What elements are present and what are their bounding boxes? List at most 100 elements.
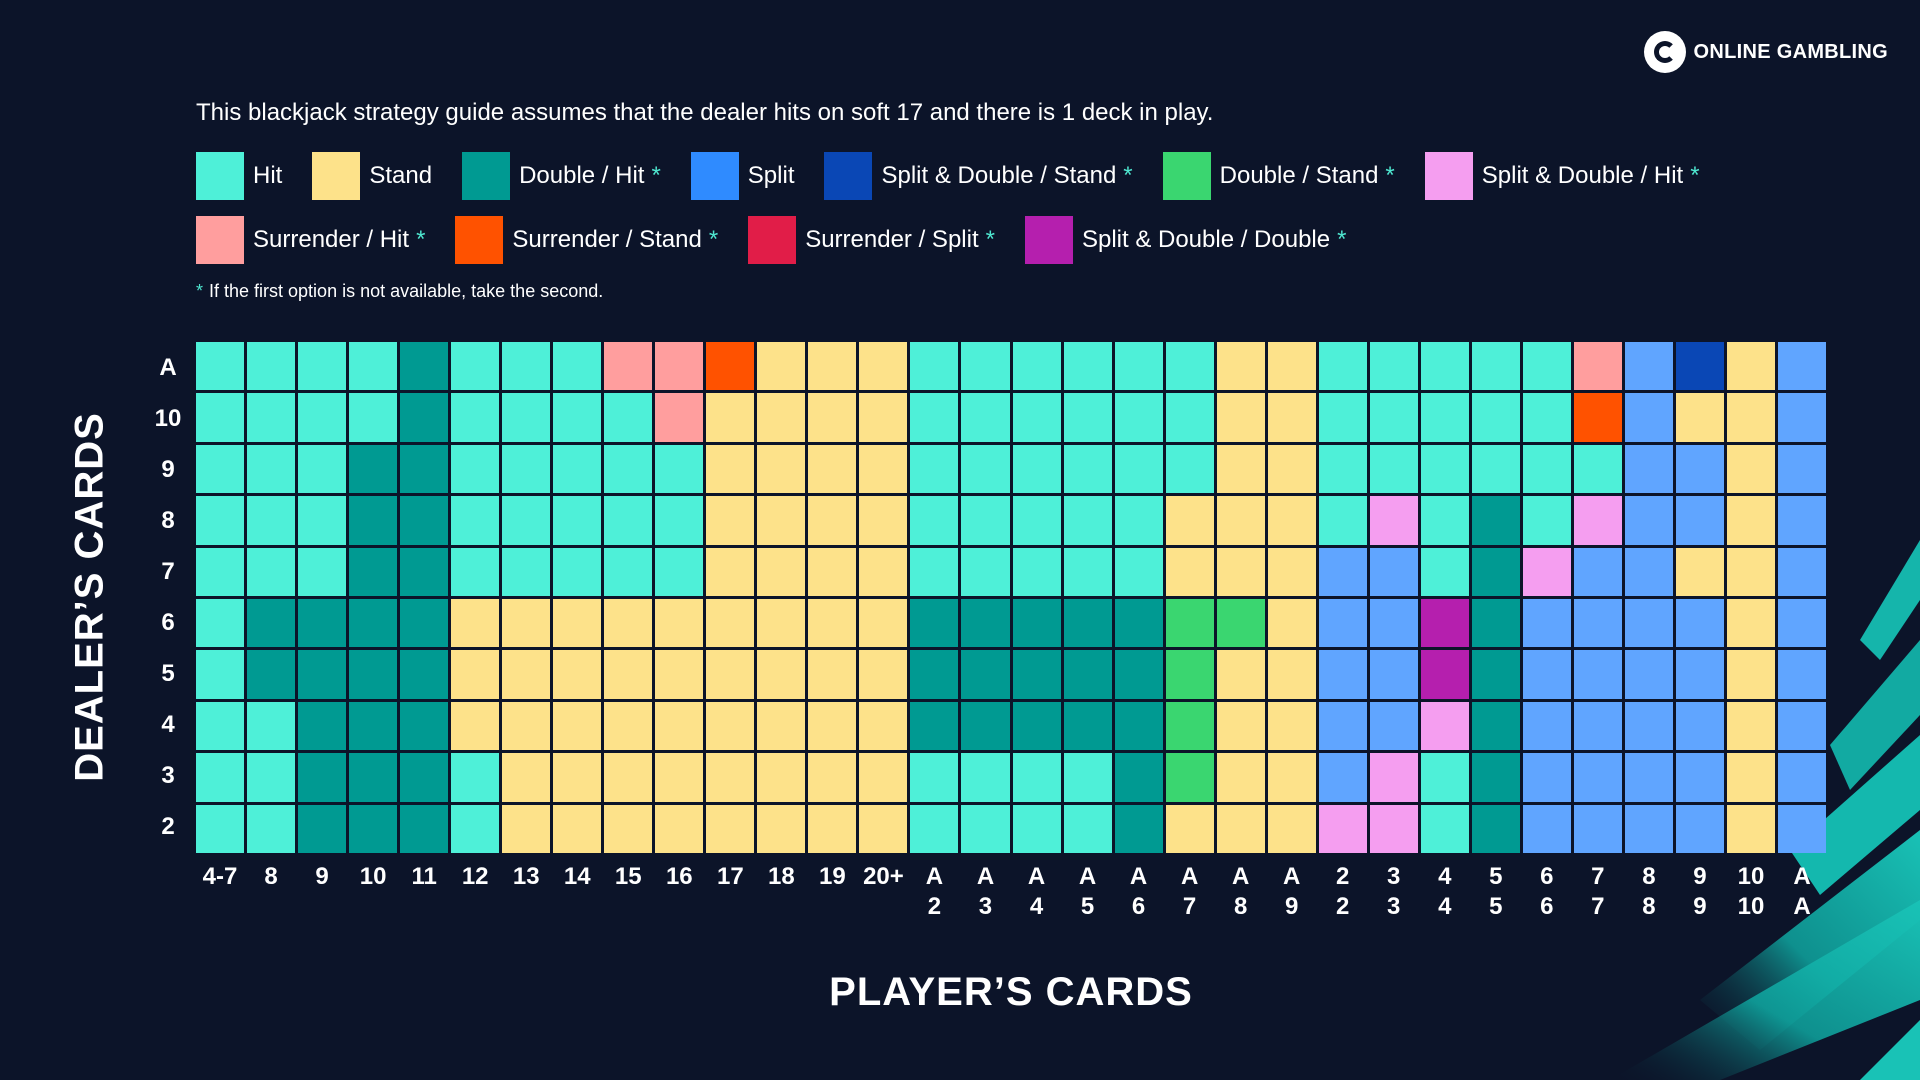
heatmap-cell [808,547,857,596]
heatmap-cell [1114,444,1163,494]
heatmap-cell [502,547,551,596]
heatmap-cell [1420,753,1469,802]
heatmap-cell [1675,701,1724,751]
heatmap-cell [1420,393,1469,442]
heatmap-cell [349,701,398,751]
heatmap-cell [655,701,704,751]
heatmap-cell [1063,701,1112,751]
heatmap-cell [757,650,806,699]
heatmap-cell [961,701,1010,751]
heatmap-cell [910,547,959,596]
x-tick-label: 7 7 [1591,863,1605,920]
heatmap-cell [1063,599,1112,648]
heatmap-cell [757,547,806,596]
heatmap-cell [247,599,296,648]
heatmap-cell [451,342,500,391]
y-tick-label: 5 [161,660,175,688]
legend-item: Surrender / Split * [748,216,995,264]
heatmap-cell [1522,342,1571,391]
heatmap-cell [1675,753,1724,802]
legend-item: Surrender / Hit * [196,216,425,264]
heatmap-cell [400,650,449,699]
heatmap-cell [1165,701,1214,751]
heatmap-cell [859,547,908,596]
heatmap-cell [349,804,398,853]
y-tick-label: 2 [161,813,175,841]
footnote-asterisk: * [196,281,204,301]
heatmap-cell [655,444,704,494]
legend-asterisk: * [1123,162,1133,189]
heatmap-cell [1573,393,1622,442]
heatmap-cell [1624,804,1673,853]
heatmap-cell [1318,496,1367,545]
heatmap-cell [1573,342,1622,391]
heatmap-cell [655,393,704,442]
legend-swatch [312,152,361,200]
brand-logo: ONLINE GAMBLING [1643,31,1889,73]
footnote: * If the first option is not available, t… [196,281,603,302]
intro-text: This blackjack strategy guide assumes th… [196,99,1214,126]
legend-label: Split & Double / Stand [881,162,1117,189]
legend-item: Split & Double / Stand * [824,152,1133,200]
heatmap-cell [1675,444,1724,494]
heatmap-cell [757,342,806,391]
heatmap-cell [1216,650,1265,699]
x-tick-label: A 3 [976,863,995,920]
heatmap-cell [1573,753,1622,802]
legend-asterisk: * [651,162,661,189]
heatmap-cell [1624,444,1673,494]
heatmap-cell [451,701,500,751]
heatmap-cell [196,342,245,391]
heatmap-cell [1573,547,1622,596]
x-tick-label: A 2 [925,863,944,920]
heatmap-cell [1012,496,1061,545]
heatmap-cell [1726,393,1775,442]
heatmap-cell [451,650,500,699]
heatmap-cell [1726,650,1775,699]
legend-asterisk: * [1690,162,1700,189]
heatmap-cell [502,496,551,545]
heatmap-cell [961,753,1010,802]
heatmap-cell [1114,701,1163,751]
heatmap-cell [1318,804,1367,853]
heatmap-cell [1471,701,1520,751]
x-tick-label: 17 [716,863,744,890]
heatmap-cell [1216,342,1265,391]
heatmap-cell [1522,547,1571,596]
heatmap-cell [1063,444,1112,494]
heatmap-cell [298,753,347,802]
heatmap-cell [859,599,908,648]
x-tick-label: 8 [264,863,278,890]
legend-item: Double / Stand * [1162,152,1395,200]
heatmap-cell [1012,804,1061,853]
heatmap-cell [706,342,755,391]
heatmap-cell [757,804,806,853]
heatmap-cell [1063,650,1112,699]
heatmap-cell [451,547,500,596]
heatmap-cell [1318,599,1367,648]
heatmap-cell [1573,496,1622,545]
heatmap-cell [1675,599,1724,648]
x-tick-label: 10 [359,863,387,890]
heatmap-cell [196,496,245,545]
x-tick-label: A A [1793,863,1811,920]
heatmap-cell [298,599,347,648]
heatmap-cell [1165,547,1214,596]
heatmap-cell [1369,804,1418,853]
heatmap-cell [502,444,551,494]
heatmap-cell [910,804,959,853]
legend-swatch [455,216,504,264]
legend-swatch [196,152,244,200]
heatmap-cell [1675,650,1724,699]
legend-asterisk: * [416,226,426,253]
heatmap-cell [1114,342,1163,391]
heatmap-cell [400,444,449,494]
x-tick-label: 12 [461,863,489,890]
heatmap-cell [808,342,857,391]
heatmap-cell [1471,393,1520,442]
heatmap-cell [961,342,1010,391]
heatmap-cell [1165,393,1214,442]
heatmap-cell [1777,444,1826,494]
heatmap-cell [196,753,245,802]
